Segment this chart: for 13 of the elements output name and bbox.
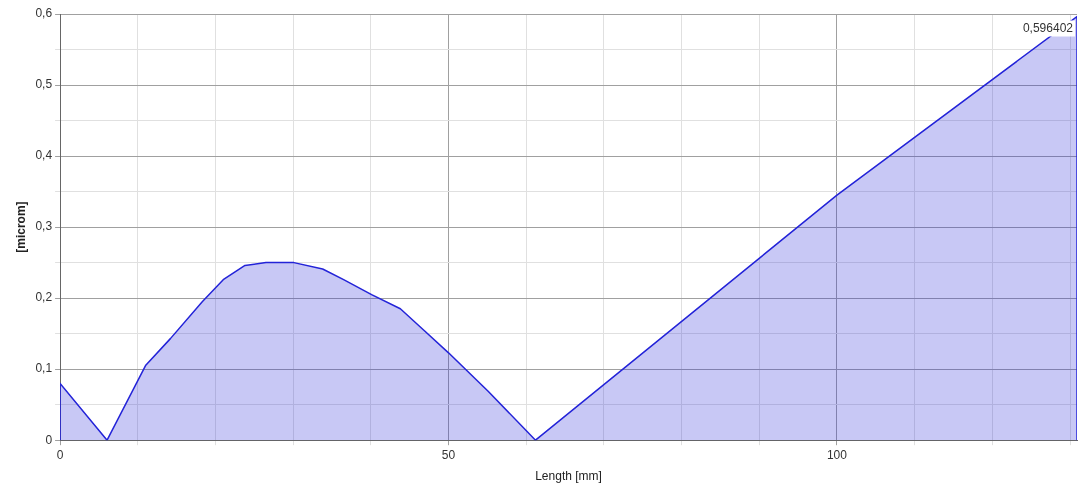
x-tick-label: 50 xyxy=(441,447,456,462)
y-tick-label: 0,1 xyxy=(35,361,53,376)
y-tick-label: 0 xyxy=(45,432,53,447)
x-tick-label: 100 xyxy=(826,447,848,462)
x-tick-label: 0 xyxy=(56,447,64,462)
y-tick-label: 0,3 xyxy=(35,219,53,234)
y-axis-title: [microm] xyxy=(13,201,28,253)
x-axis-title: Length [mm] xyxy=(535,469,602,484)
y-tick-label: 0,4 xyxy=(35,148,53,163)
annotation: 0,596402 xyxy=(1022,20,1074,35)
y-tick-label: 0,6 xyxy=(35,6,53,21)
y-tick-label: 0,2 xyxy=(35,290,53,305)
y-tick-label: 0,5 xyxy=(35,77,53,92)
